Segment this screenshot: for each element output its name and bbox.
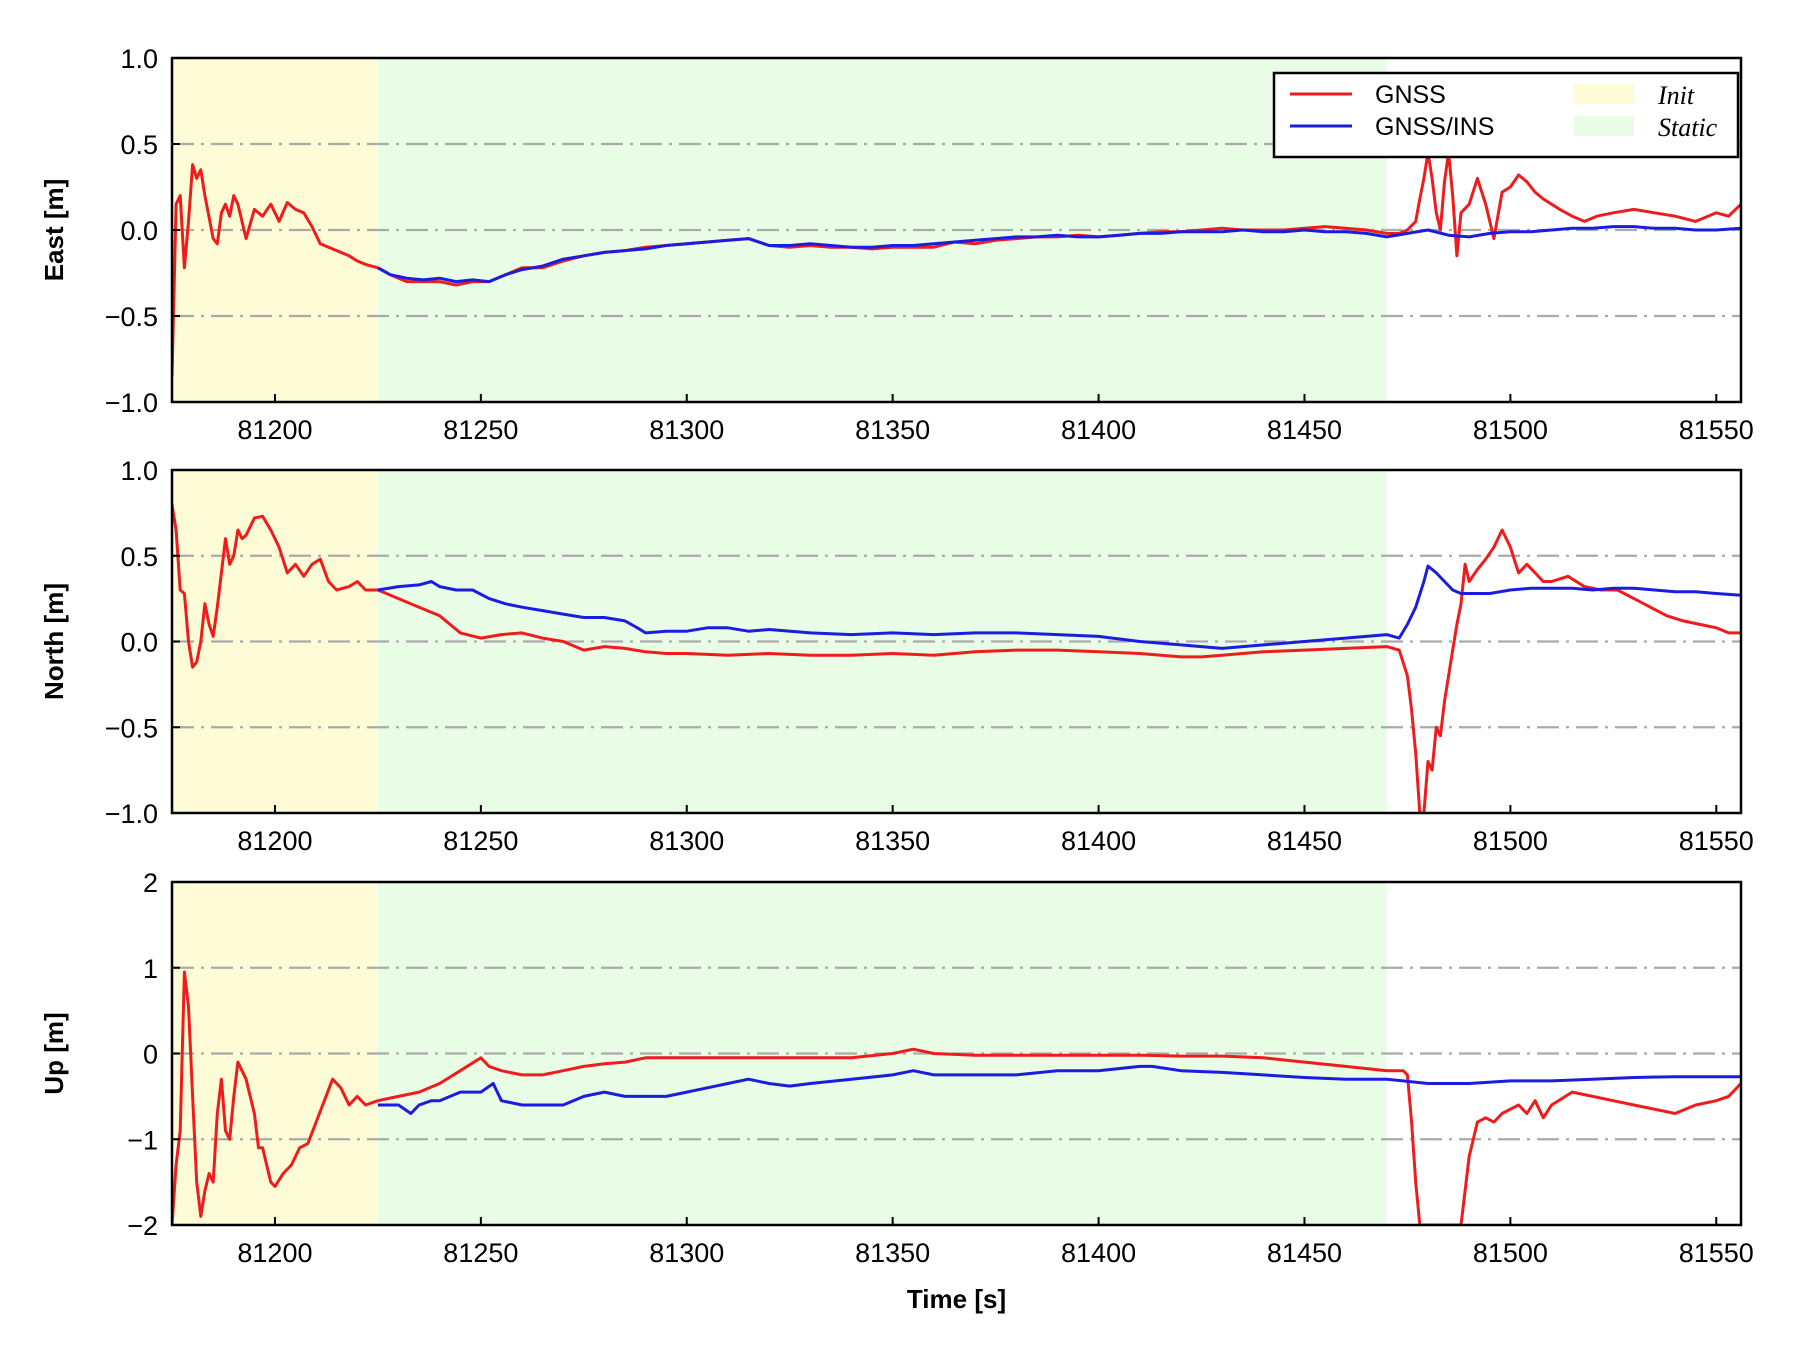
y-axis-label-east: East [m] (39, 179, 69, 282)
legend-init-label: Init (1657, 81, 1695, 110)
y-tick-label-north: −0.5 (105, 713, 158, 743)
x-tick-label-east: 81450 (1267, 415, 1342, 445)
x-tick-label-up: 81400 (1061, 1238, 1136, 1268)
x-tick-label-up: 81250 (443, 1238, 518, 1268)
y-tick-label-east: −1.0 (105, 388, 158, 418)
series-gnss-ins-line-up (377, 1064, 1741, 1115)
x-tick-label-east: 81250 (443, 415, 518, 445)
x-tick-label-north: 81450 (1267, 826, 1342, 856)
y-tick-label-up: 0 (143, 1040, 158, 1070)
y-tick-label-east: −0.5 (105, 302, 158, 332)
x-tick-label-up: 81300 (649, 1238, 724, 1268)
series-gnss-ins-line-east (377, 225, 1741, 284)
x-tick-label-east: 81350 (855, 415, 930, 445)
y-tick-label-east: 0.5 (120, 130, 158, 160)
legend-gnss-ins-label: GNSS/INS (1375, 113, 1494, 141)
x-tick-label-north: 81500 (1473, 826, 1548, 856)
legend: GNSS GNSS/INS Init Static (1272, 71, 1740, 159)
panel-east: 81200 81250 81300 81350 81400 81450 81500 81550… (39, 44, 1754, 445)
y-tick-label-north: 0.5 (120, 542, 158, 572)
y-tick-label-north: −1.0 (105, 799, 158, 829)
panel-up: 81200 81250 81300 81350 81400 81450 81500 81550… (39, 868, 1754, 1314)
x-tick-label-north: 81400 (1061, 826, 1136, 856)
series-gnss-line-north (172, 504, 1741, 813)
x-tick-label-north: 81200 (237, 826, 312, 856)
series-gnss-line-up (172, 970, 1741, 1225)
x-tick-label-up: 81350 (855, 1238, 930, 1268)
x-tick-label-north: 81350 (855, 826, 930, 856)
x-tick-label-east: 81400 (1061, 415, 1136, 445)
x-tick-label-east: 81550 (1679, 415, 1754, 445)
y-tick-label-north: 0.0 (120, 628, 158, 658)
y-tick-label-north: 1.0 (120, 456, 158, 486)
y-tick-label-east: 0.0 (120, 216, 158, 246)
series-gnss-ins-line-north (377, 564, 1741, 650)
panel-north: 81200 81250 81300 81350 81400 81450 81500 81550… (39, 456, 1754, 856)
y-axis-label-north: North [m] (39, 583, 69, 700)
legend-gnss-label: GNSS (1375, 81, 1446, 109)
legend-init-swatch (1574, 84, 1634, 104)
y-tick-label-up: 1 (143, 954, 158, 984)
x-tick-label-north: 81550 (1679, 826, 1754, 856)
x-axis-label: Time [s] (907, 1284, 1006, 1314)
y-tick-label-up: −1 (127, 1125, 158, 1155)
x-tick-label-east: 81500 (1473, 415, 1548, 445)
x-tick-label-up: 81200 (237, 1238, 312, 1268)
legend-static-swatch (1574, 116, 1634, 136)
panels: 81200 81250 81300 81350 81400 81450 81500 81550… (39, 44, 1754, 1314)
y-tick-label-east: 1.0 (120, 44, 158, 74)
y-axis-label-up: Up [m] (39, 1012, 69, 1094)
legend-static-label: Static (1658, 113, 1718, 142)
x-tick-label-north: 81300 (649, 826, 724, 856)
y-tick-label-up: −2 (127, 1211, 158, 1241)
series-gnss-line-east (172, 151, 1741, 377)
x-tick-label-up: 81550 (1679, 1238, 1754, 1268)
x-tick-label-north: 81250 (443, 826, 518, 856)
x-tick-label-east: 81300 (649, 415, 724, 445)
x-tick-label-up: 81450 (1267, 1238, 1342, 1268)
x-tick-label-up: 81500 (1473, 1238, 1548, 1268)
x-tick-label-east: 81200 (237, 415, 312, 445)
y-tick-label-up: 2 (143, 868, 158, 898)
legend-frame (1272, 71, 1740, 159)
